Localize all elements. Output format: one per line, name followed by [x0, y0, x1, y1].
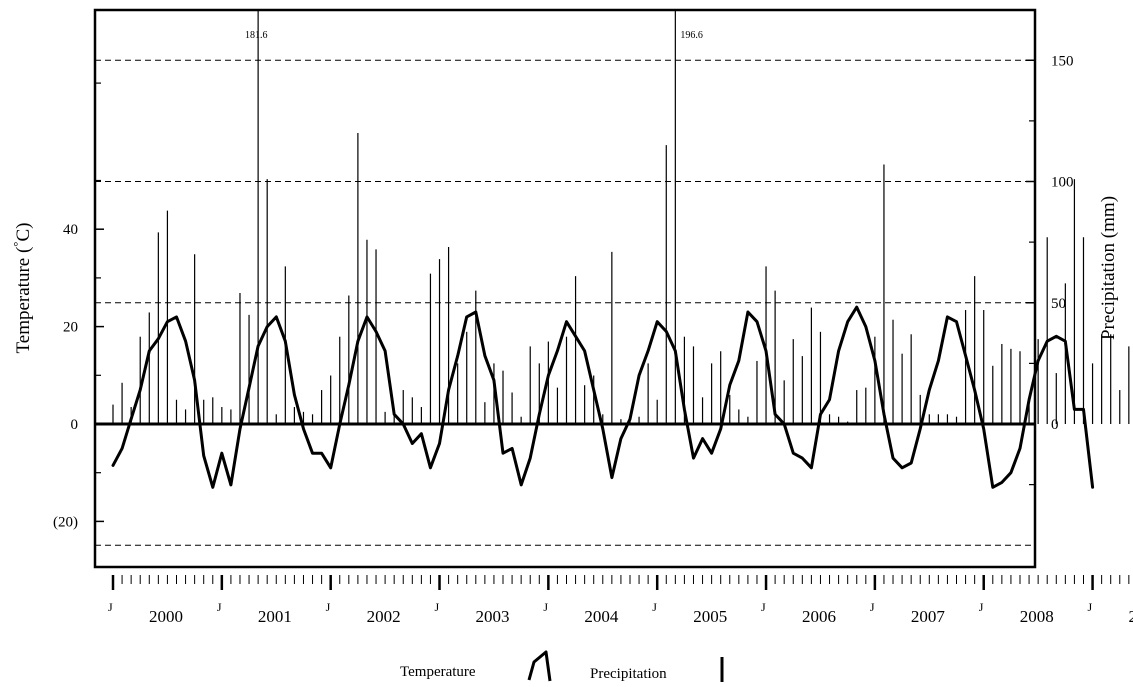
- left-tick-label: 0: [71, 417, 79, 433]
- annotation-label: 196.6: [680, 30, 703, 41]
- january-label: J: [652, 600, 657, 614]
- january-label: J: [108, 600, 113, 614]
- year-label: 2001: [258, 607, 292, 626]
- temperature-line: [111, 305, 1095, 489]
- legend-label-temperature: Temperature: [400, 664, 476, 680]
- right-tick-label: 0: [1051, 417, 1059, 433]
- legend-symbol-temperature: [527, 650, 552, 682]
- right-tick-label: 100: [1051, 175, 1074, 191]
- year-label: 2006: [802, 607, 836, 626]
- january-label: J: [979, 600, 984, 614]
- annotation-label: 181.6: [245, 30, 267, 41]
- year-label: 2008: [1020, 607, 1054, 626]
- left-tick-label: 40: [63, 222, 78, 238]
- left-axis-title-prefix: Temperature (: [13, 247, 34, 354]
- axis-ticks: 40 20 0 (20) 150 100 50 0: [53, 53, 1074, 530]
- january-label: J: [217, 600, 222, 614]
- right-axis-title: Precipitation (mm): [1098, 196, 1119, 340]
- january-label: J: [326, 600, 331, 614]
- legend: Temperature Precipitation: [400, 650, 724, 682]
- january-label: J: [435, 600, 440, 614]
- precipitation-bars: [112, 10, 1130, 424]
- january-label: J: [543, 600, 548, 614]
- year-label: 2009: [1129, 607, 1133, 626]
- right-tick-label: 50: [1051, 296, 1066, 312]
- left-axis-title: Temperature (°C): [10, 222, 34, 353]
- gridlines: [95, 59, 1035, 546]
- year-label: 2007: [911, 607, 946, 626]
- year-label: 2000: [149, 607, 183, 626]
- left-axis-title-suffix: C): [13, 222, 34, 241]
- january-label: J: [870, 600, 875, 614]
- year-label: 2004: [584, 607, 619, 626]
- left-axis-title-deg: °: [10, 241, 25, 246]
- year-label: 2003: [476, 607, 510, 626]
- january-label: J: [761, 600, 766, 614]
- year-label: 2002: [367, 607, 401, 626]
- left-tick-label: 20: [63, 320, 78, 336]
- left-tick-label: (20): [53, 514, 78, 530]
- plot-frame: [93, 8, 1037, 569]
- x-axis: J 2000 J 2001 J 2002 J 2003 J 2004 J 2005 J 2006 J 2007…: [108, 575, 1133, 626]
- right-tick-label: 150: [1051, 53, 1074, 69]
- january-label: J: [1088, 600, 1093, 614]
- year-label: 2005: [693, 607, 727, 626]
- legend-label-precipitation: Precipitation: [590, 666, 667, 682]
- annotations: 181.6 196.6: [245, 30, 703, 41]
